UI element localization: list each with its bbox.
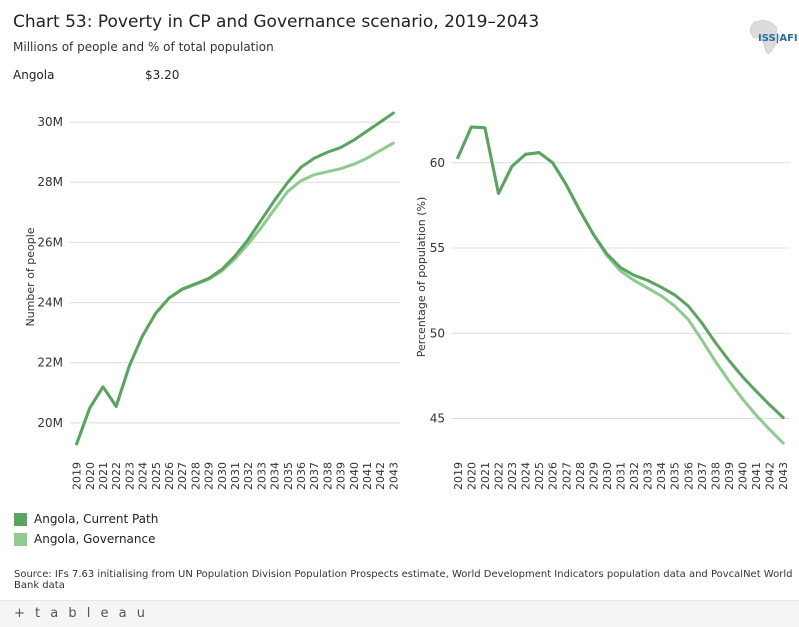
x-tick-label-percent: 2030 xyxy=(601,462,614,490)
x-tick-label-people: 2034 xyxy=(269,462,282,490)
y-tick-label-people: 24M xyxy=(37,296,63,310)
x-tick-label-people: 2020 xyxy=(84,462,97,490)
x-tick-label-percent: 2019 xyxy=(452,462,465,490)
x-tick-label-people: 2023 xyxy=(123,462,136,490)
series-line-people-current-path xyxy=(75,111,395,446)
y-tick-label-percent: 45 xyxy=(430,411,445,425)
x-tick-label-percent: 2039 xyxy=(723,462,736,490)
x-tick-label-people: 2031 xyxy=(229,462,242,490)
legend-item-governance[interactable]: Angola, Governance xyxy=(14,529,158,549)
x-tick-label-people: 2030 xyxy=(216,462,229,490)
x-tick-label-percent: 2025 xyxy=(533,462,546,490)
x-tick-label-percent: 2024 xyxy=(520,462,533,490)
y-tick-label-percent: 55 xyxy=(430,241,445,255)
x-tick-label-percent: 2040 xyxy=(737,462,750,490)
x-tick-label-people: 2040 xyxy=(348,462,361,490)
y-tick-label-percent: 50 xyxy=(430,326,445,340)
x-tick-label-people: 2039 xyxy=(335,462,348,490)
x-tick-label-percent: 2020 xyxy=(465,462,478,490)
x-tick-label-percent: 2034 xyxy=(655,462,668,490)
x-tick-label-people: 2025 xyxy=(150,462,163,490)
x-tick-label-percent: 2029 xyxy=(587,462,600,490)
y-tick-label-people: 20M xyxy=(37,416,63,430)
x-tick-label-percent: 2023 xyxy=(506,462,519,490)
legend-swatch-governance xyxy=(14,532,27,546)
x-tick-label-percent: 2027 xyxy=(560,462,573,490)
x-tick-label-percent: 2031 xyxy=(615,462,628,490)
x-tick-label-people: 2033 xyxy=(255,462,268,490)
x-tick-label-percent: 2037 xyxy=(696,462,709,490)
africa-map-icon xyxy=(749,19,781,55)
x-tick-label-people: 2028 xyxy=(189,462,202,490)
x-tick-label-people: 2035 xyxy=(282,462,295,490)
x-tick-label-percent: 2035 xyxy=(669,462,682,490)
series-line-percent-current-path xyxy=(456,125,785,420)
x-tick-label-percent: 2041 xyxy=(750,462,763,490)
x-tick-label-percent: 2022 xyxy=(492,462,505,490)
x-tick-label-percent: 2026 xyxy=(547,462,560,490)
x-tick-label-percent: 2038 xyxy=(709,462,722,490)
x-tick-label-people: 2029 xyxy=(203,462,216,490)
chart-subtitle: Millions of people and % of total popula… xyxy=(13,40,274,54)
x-tick-label-people: 2038 xyxy=(321,462,334,490)
x-tick-label-percent: 2033 xyxy=(642,462,655,490)
x-tick-label-people: 2032 xyxy=(242,462,255,490)
y-tick-label-people: 30M xyxy=(37,115,63,129)
x-tick-label-people: 2021 xyxy=(97,462,110,490)
poverty-threshold-label[interactable]: $3.20 xyxy=(145,68,180,82)
y-axis-label-people: Number of people xyxy=(24,227,37,326)
series-line-people-governance xyxy=(75,141,395,446)
x-tick-label-percent: 2032 xyxy=(628,462,641,490)
x-tick-label-people: 2027 xyxy=(176,462,189,490)
x-tick-label-people: 2022 xyxy=(110,462,123,490)
x-tick-label-people: 2026 xyxy=(163,462,176,490)
x-tick-label-people: 2036 xyxy=(295,462,308,490)
legend-swatch-current-path xyxy=(14,512,27,526)
tableau-logo[interactable]: + t a b l e a u xyxy=(14,606,148,621)
x-tick-label-percent: 2042 xyxy=(764,462,777,490)
x-tick-label-people: 2042 xyxy=(374,462,387,490)
chart-title: Chart 53: Poverty in CP and Governance s… xyxy=(13,12,540,32)
x-tick-label-percent: 2028 xyxy=(574,462,587,490)
x-tick-label-percent: 2043 xyxy=(777,462,790,490)
legend-label-current-path: Angola, Current Path xyxy=(34,512,159,526)
x-tick-label-people: 2043 xyxy=(387,462,400,490)
y-axis-label-percent: Percentage of population (%) xyxy=(415,197,428,358)
x-tick-label-percent: 2021 xyxy=(479,462,492,490)
legend: Angola, Current Path Angola, Governance xyxy=(14,509,158,549)
source-note: Source: IFs 7.63 initialising from UN Po… xyxy=(14,569,793,591)
x-tick-label-people: 2037 xyxy=(308,462,321,490)
y-tick-label-percent: 60 xyxy=(430,156,445,170)
y-tick-label-people: 28M xyxy=(37,175,63,189)
x-tick-label-people: 2041 xyxy=(361,462,374,490)
country-filter-label[interactable]: Angola xyxy=(13,68,55,82)
y-tick-label-people: 22M xyxy=(37,356,63,370)
x-tick-label-people: 2024 xyxy=(137,462,150,490)
legend-label-governance: Angola, Governance xyxy=(34,532,156,546)
x-tick-label-percent: 2036 xyxy=(682,462,695,490)
legend-item-current-path[interactable]: Angola, Current Path xyxy=(14,509,158,529)
iss-afi-logo: ISS|AFI xyxy=(758,33,798,44)
x-tick-label-people: 2019 xyxy=(71,462,84,490)
tableau-footer: + t a b l e a u xyxy=(0,600,799,627)
y-tick-label-people: 26M xyxy=(37,235,63,249)
